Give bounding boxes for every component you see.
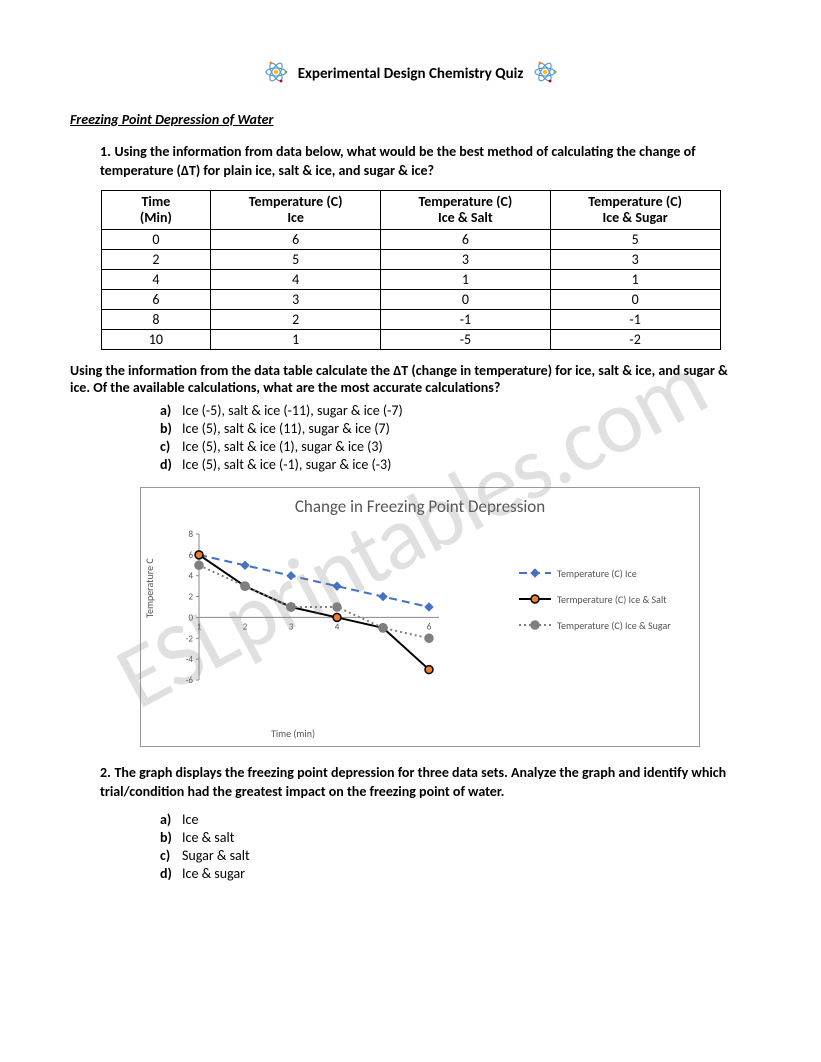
question-number: 2.	[100, 764, 111, 781]
option-label: a)	[160, 811, 182, 828]
option-text: Ice (5), salt & ice (11), sugar & ice (7…	[182, 420, 390, 437]
table-cell: 4	[101, 270, 211, 290]
answer-option: c)Sugar & salt	[160, 847, 751, 864]
answer-option: b)Ice & salt	[160, 829, 751, 846]
table-cell: -5	[381, 330, 551, 350]
x-axis-label: Time (min)	[271, 727, 315, 740]
y-axis-label: Temperature C	[143, 559, 156, 619]
table-row: 2533	[101, 250, 720, 270]
answer-option: d)Ice & sugar	[160, 865, 751, 882]
table-cell: 4	[211, 270, 381, 290]
follow-up-text: Using the information from the data tabl…	[70, 362, 751, 396]
legend-item: Termperature (C) Ice & Salt	[519, 592, 689, 606]
table-cell: 1	[211, 330, 381, 350]
table-cell: -1	[550, 310, 720, 330]
table-cell: 6	[101, 290, 211, 310]
legend-label: Temperature (C) Ice & Sugar	[557, 619, 671, 632]
table-cell: 3	[381, 250, 551, 270]
svg-text:4: 4	[335, 622, 340, 633]
section-subtitle: Freezing Point Depression of Water	[70, 111, 751, 128]
table-cell: 0	[101, 230, 211, 250]
svg-text:4: 4	[188, 571, 193, 582]
table-cell: 8	[101, 310, 211, 330]
chart-title: Change in Freezing Point Depression	[141, 488, 699, 517]
legend-item: Temperature (C) Ice	[519, 566, 689, 580]
table-row: 82-1-1	[101, 310, 720, 330]
svg-text:-4: -4	[186, 654, 194, 665]
q2-options: a)Iceb)Ice & saltc)Sugar & saltd)Ice & s…	[160, 811, 751, 882]
option-text: Ice & salt	[182, 829, 234, 846]
question-2: 2. The graph displays the freezing point…	[100, 763, 751, 801]
atom-icon	[264, 60, 288, 89]
option-text: Ice (5), salt & ice (-1), sugar & ice (-…	[182, 456, 391, 473]
page-title: Experimental Design Chemistry Quiz	[298, 65, 524, 83]
answer-option: a)Ice (-5), salt & ice (-11), sugar & ic…	[160, 402, 751, 419]
table-cell: 10	[101, 330, 211, 350]
question-1: 1. Using the information from data below…	[100, 142, 751, 180]
table-cell: 1	[381, 270, 551, 290]
table-cell: 0	[381, 290, 551, 310]
page-title-row: Experimental Design Chemistry Quiz	[70, 60, 751, 89]
svg-text:2: 2	[188, 592, 193, 603]
table-row: 6300	[101, 290, 720, 310]
question-text: Using the information from data below, w…	[100, 143, 696, 179]
option-label: c)	[160, 847, 182, 864]
table-row: 0665	[101, 230, 720, 250]
svg-text:2: 2	[243, 622, 248, 633]
option-text: Ice (-5), salt & ice (-11), sugar & ice …	[182, 402, 403, 419]
table-header: Temperature (C)Ice & Salt	[381, 191, 551, 230]
answer-option: a)Ice	[160, 811, 751, 828]
svg-text:-6: -6	[186, 675, 194, 686]
question-number: 1.	[100, 143, 111, 160]
table-header: Temperature (C)Ice	[211, 191, 381, 230]
table-cell: 6	[381, 230, 551, 250]
table-cell: 6	[211, 230, 381, 250]
option-text: Ice & sugar	[182, 865, 245, 882]
svg-text:6: 6	[427, 622, 432, 633]
svg-text:6: 6	[188, 550, 193, 561]
legend-item: Temperature (C) Ice & Sugar	[519, 618, 689, 632]
table-cell: 5	[550, 230, 720, 250]
svg-text:8: 8	[188, 529, 193, 540]
table-row: 101-5-2	[101, 330, 720, 350]
table-cell: -2	[550, 330, 720, 350]
chart-legend: Temperature (C) Ice Termperature (C) Ice …	[519, 566, 689, 644]
option-text: Ice	[182, 811, 198, 828]
atom-icon	[533, 60, 557, 89]
option-label: d)	[160, 865, 182, 882]
legend-label: Temperature (C) Ice	[557, 567, 637, 580]
q1-options: a)Ice (-5), salt & ice (-11), sugar & ic…	[160, 402, 751, 473]
table-cell: 5	[211, 250, 381, 270]
answer-option: d)Ice (5), salt & ice (-1), sugar & ice …	[160, 456, 751, 473]
option-label: b)	[160, 829, 182, 846]
answer-option: b)Ice (5), salt & ice (11), sugar & ice …	[160, 420, 751, 437]
option-label: b)	[160, 420, 182, 437]
table-cell: 3	[550, 250, 720, 270]
chart-plot: -6-4-202468123456	[159, 524, 499, 724]
answer-option: c)Ice (5), salt & ice (1), sugar & ice (…	[160, 438, 751, 455]
question-text: The graph displays the freezing point de…	[100, 764, 726, 800]
svg-text:0: 0	[188, 613, 193, 624]
svg-text:1: 1	[197, 622, 202, 633]
data-table: Time(Min)Temperature (C)IceTemperature (…	[101, 190, 721, 350]
table-header: Time(Min)	[101, 191, 211, 230]
option-label: c)	[160, 438, 182, 455]
table-cell: 2	[211, 310, 381, 330]
option-text: Ice (5), salt & ice (1), sugar & ice (3)	[182, 438, 383, 455]
table-cell: 0	[550, 290, 720, 310]
option-label: d)	[160, 456, 182, 473]
option-text: Sugar & salt	[182, 847, 250, 864]
table-cell: 1	[550, 270, 720, 290]
table-cell: -1	[381, 310, 551, 330]
freezing-point-chart: Change in Freezing Point Depression Temp…	[140, 487, 700, 747]
svg-text:-2: -2	[186, 633, 194, 644]
table-cell: 3	[211, 290, 381, 310]
option-label: a)	[160, 402, 182, 419]
legend-label: Termperature (C) Ice & Salt	[557, 593, 667, 606]
table-cell: 2	[101, 250, 211, 270]
svg-text:3: 3	[289, 622, 294, 633]
table-header: Temperature (C)Ice & Sugar	[550, 191, 720, 230]
table-row: 4411	[101, 270, 720, 290]
